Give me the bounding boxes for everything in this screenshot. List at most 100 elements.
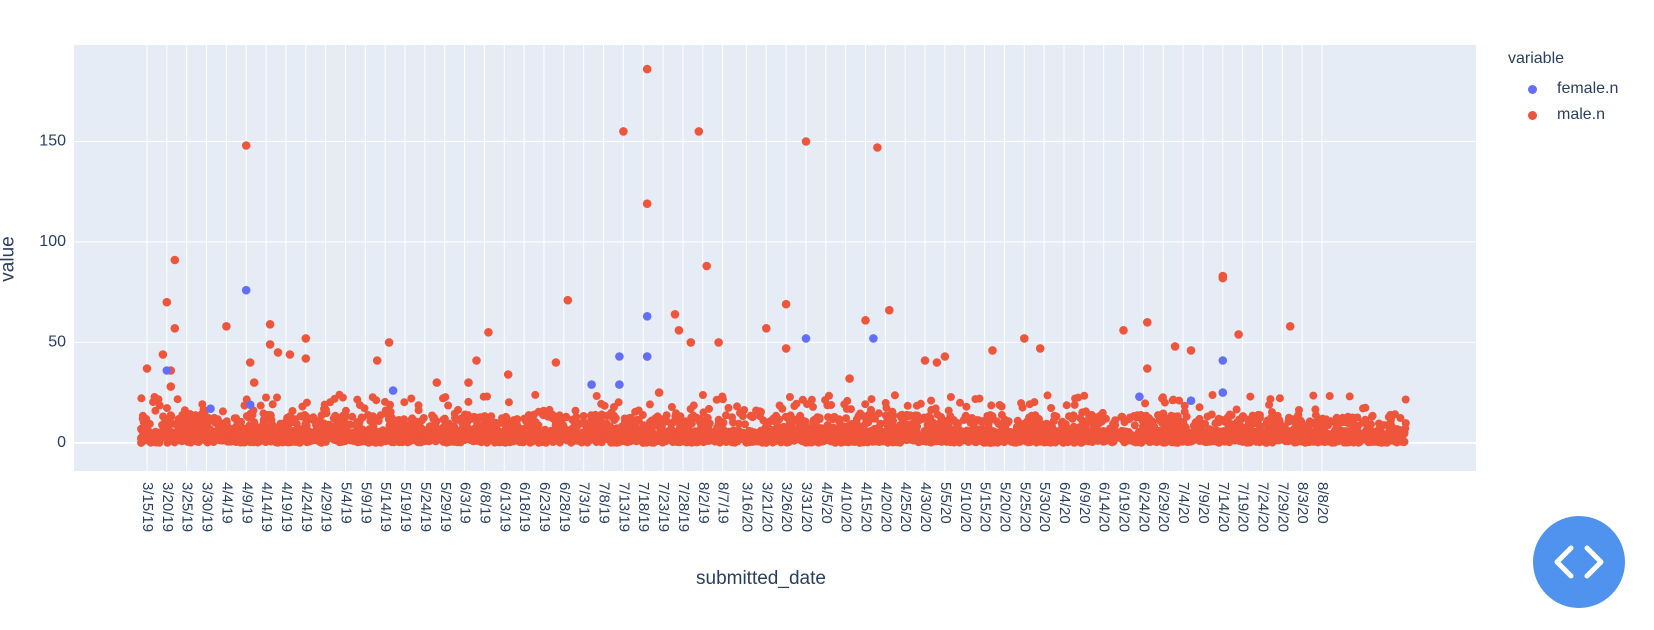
male-point[interactable] — [1119, 326, 1128, 335]
x-tick-label: 6/24/20 — [1135, 482, 1152, 532]
male-point[interactable] — [472, 356, 481, 365]
male-point[interactable] — [781, 344, 791, 353]
scatter-point — [374, 436, 383, 445]
female-point[interactable] — [1135, 392, 1144, 402]
male-point[interactable] — [861, 316, 870, 325]
x-tick-label: 4/14/19 — [258, 482, 275, 532]
male-point[interactable] — [166, 382, 176, 391]
scatter-point — [1130, 412, 1138, 420]
scatter-point — [946, 393, 955, 401]
male-point[interactable] — [654, 388, 664, 397]
scatter-point — [1392, 428, 1401, 437]
legend-item-female[interactable]: female.n — [1508, 76, 1618, 102]
scatter-point — [1207, 410, 1216, 419]
female-point[interactable] — [642, 312, 652, 321]
male-point[interactable] — [1143, 364, 1152, 373]
male-point[interactable] — [940, 352, 950, 361]
male-point[interactable] — [932, 358, 942, 367]
male-point[interactable] — [801, 137, 811, 146]
female-point[interactable] — [615, 352, 624, 361]
female-point[interactable] — [869, 334, 878, 343]
scatter-point — [1058, 417, 1067, 426]
male-point[interactable] — [1035, 344, 1045, 353]
scatter-point — [365, 425, 374, 434]
female-point[interactable] — [162, 366, 172, 375]
female-point[interactable] — [1218, 388, 1228, 397]
male-point[interactable] — [384, 338, 394, 347]
male-point[interactable] — [714, 338, 723, 347]
male-point[interactable] — [158, 350, 168, 359]
male-point[interactable] — [249, 378, 259, 387]
male-point[interactable] — [642, 64, 652, 74]
code-toggle-button[interactable] — [1533, 516, 1625, 608]
male-point[interactable] — [301, 334, 311, 343]
female-point[interactable] — [801, 334, 811, 343]
scatter-point — [677, 418, 686, 427]
male-point[interactable] — [170, 255, 180, 265]
scatter-point — [1180, 401, 1189, 410]
male-point[interactable] — [285, 350, 295, 359]
scatter-point — [847, 405, 855, 414]
male-point[interactable] — [241, 141, 251, 150]
male-point[interactable] — [845, 374, 854, 383]
male-point[interactable] — [265, 340, 275, 349]
male-point[interactable] — [686, 338, 696, 347]
male-point[interactable] — [702, 261, 711, 271]
male-point[interactable] — [762, 324, 771, 333]
male-point[interactable] — [301, 354, 311, 363]
male-point[interactable] — [551, 358, 561, 367]
male-point[interactable] — [885, 305, 894, 315]
scatter-point — [665, 430, 674, 439]
female-point[interactable] — [1186, 396, 1196, 406]
male-point[interactable] — [432, 378, 442, 387]
male-point[interactable] — [503, 370, 513, 379]
male-point[interactable] — [1020, 334, 1029, 343]
female-point[interactable] — [587, 380, 596, 389]
scatter-point — [1087, 410, 1096, 419]
legend-item-male[interactable]: male.n — [1508, 102, 1618, 128]
male-point[interactable] — [670, 310, 680, 319]
scatter-point — [777, 429, 786, 438]
male-point[interactable] — [563, 295, 573, 305]
scatter-point — [404, 433, 412, 442]
male-point[interactable] — [674, 326, 684, 335]
male-point[interactable] — [642, 199, 652, 208]
male-point[interactable] — [873, 143, 882, 152]
male-point[interactable] — [170, 324, 180, 333]
x-tick-label: 7/8/19 — [596, 482, 613, 524]
female-point[interactable] — [642, 352, 652, 361]
female-point[interactable] — [241, 285, 251, 295]
scatter-point — [301, 420, 310, 428]
male-point[interactable] — [464, 378, 473, 387]
female-point[interactable] — [206, 404, 215, 414]
male-point[interactable] — [484, 328, 493, 337]
male-point[interactable] — [265, 320, 275, 329]
male-point[interactable] — [619, 127, 628, 136]
scatter-point — [514, 436, 523, 445]
male-point[interactable] — [1170, 342, 1180, 351]
scatter-point — [1349, 420, 1358, 429]
male-point[interactable] — [1186, 346, 1196, 355]
male-point[interactable] — [1234, 330, 1243, 339]
male-point[interactable] — [1143, 318, 1152, 327]
male-point[interactable] — [142, 364, 152, 373]
scatter-point — [1232, 405, 1241, 414]
male-point[interactable] — [988, 346, 997, 355]
scatter-point — [1212, 419, 1220, 428]
male-point[interactable] — [1285, 322, 1295, 331]
male-point[interactable] — [1218, 273, 1228, 283]
male-point[interactable] — [781, 299, 791, 309]
male-point[interactable] — [162, 297, 172, 307]
scatter-point — [842, 414, 851, 423]
male-point[interactable] — [222, 322, 231, 331]
female-point[interactable] — [388, 386, 398, 395]
female-point[interactable] — [245, 400, 255, 410]
male-point[interactable] — [372, 356, 382, 365]
male-point[interactable] — [920, 356, 930, 365]
male-point[interactable] — [245, 358, 255, 367]
female-point[interactable] — [615, 380, 624, 389]
male-point[interactable] — [694, 127, 704, 136]
scatter-point — [913, 411, 922, 420]
male-point[interactable] — [273, 348, 283, 357]
female-point[interactable] — [1218, 356, 1228, 365]
